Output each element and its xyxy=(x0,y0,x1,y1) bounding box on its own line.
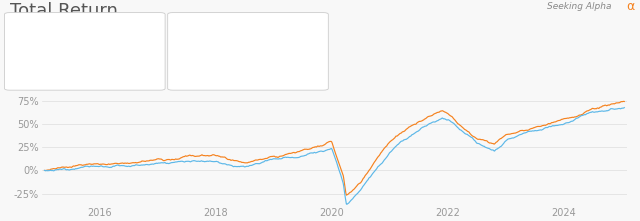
Text: 68.22%: 68.22% xyxy=(278,22,318,32)
Text: ●: ● xyxy=(179,23,186,32)
Text: 74.83%: 74.83% xyxy=(115,22,155,32)
Text: IQLT: IQLT xyxy=(29,22,51,31)
Text: (3255 days): (3255 days) xyxy=(16,71,58,77)
Text: Total Return: Total Return xyxy=(179,40,221,46)
Text: VEA: VEA xyxy=(192,22,212,31)
Text: α: α xyxy=(626,0,634,13)
Text: ●: ● xyxy=(16,23,23,32)
Text: since 01/20/2015: since 01/20/2015 xyxy=(16,55,77,61)
Text: (3255 days): (3255 days) xyxy=(179,71,221,77)
Text: Seeking Alpha: Seeking Alpha xyxy=(547,2,612,11)
Text: Total Return: Total Return xyxy=(16,40,58,46)
Text: since 01/20/2015: since 01/20/2015 xyxy=(179,55,240,61)
Text: Total Return: Total Return xyxy=(10,2,118,20)
